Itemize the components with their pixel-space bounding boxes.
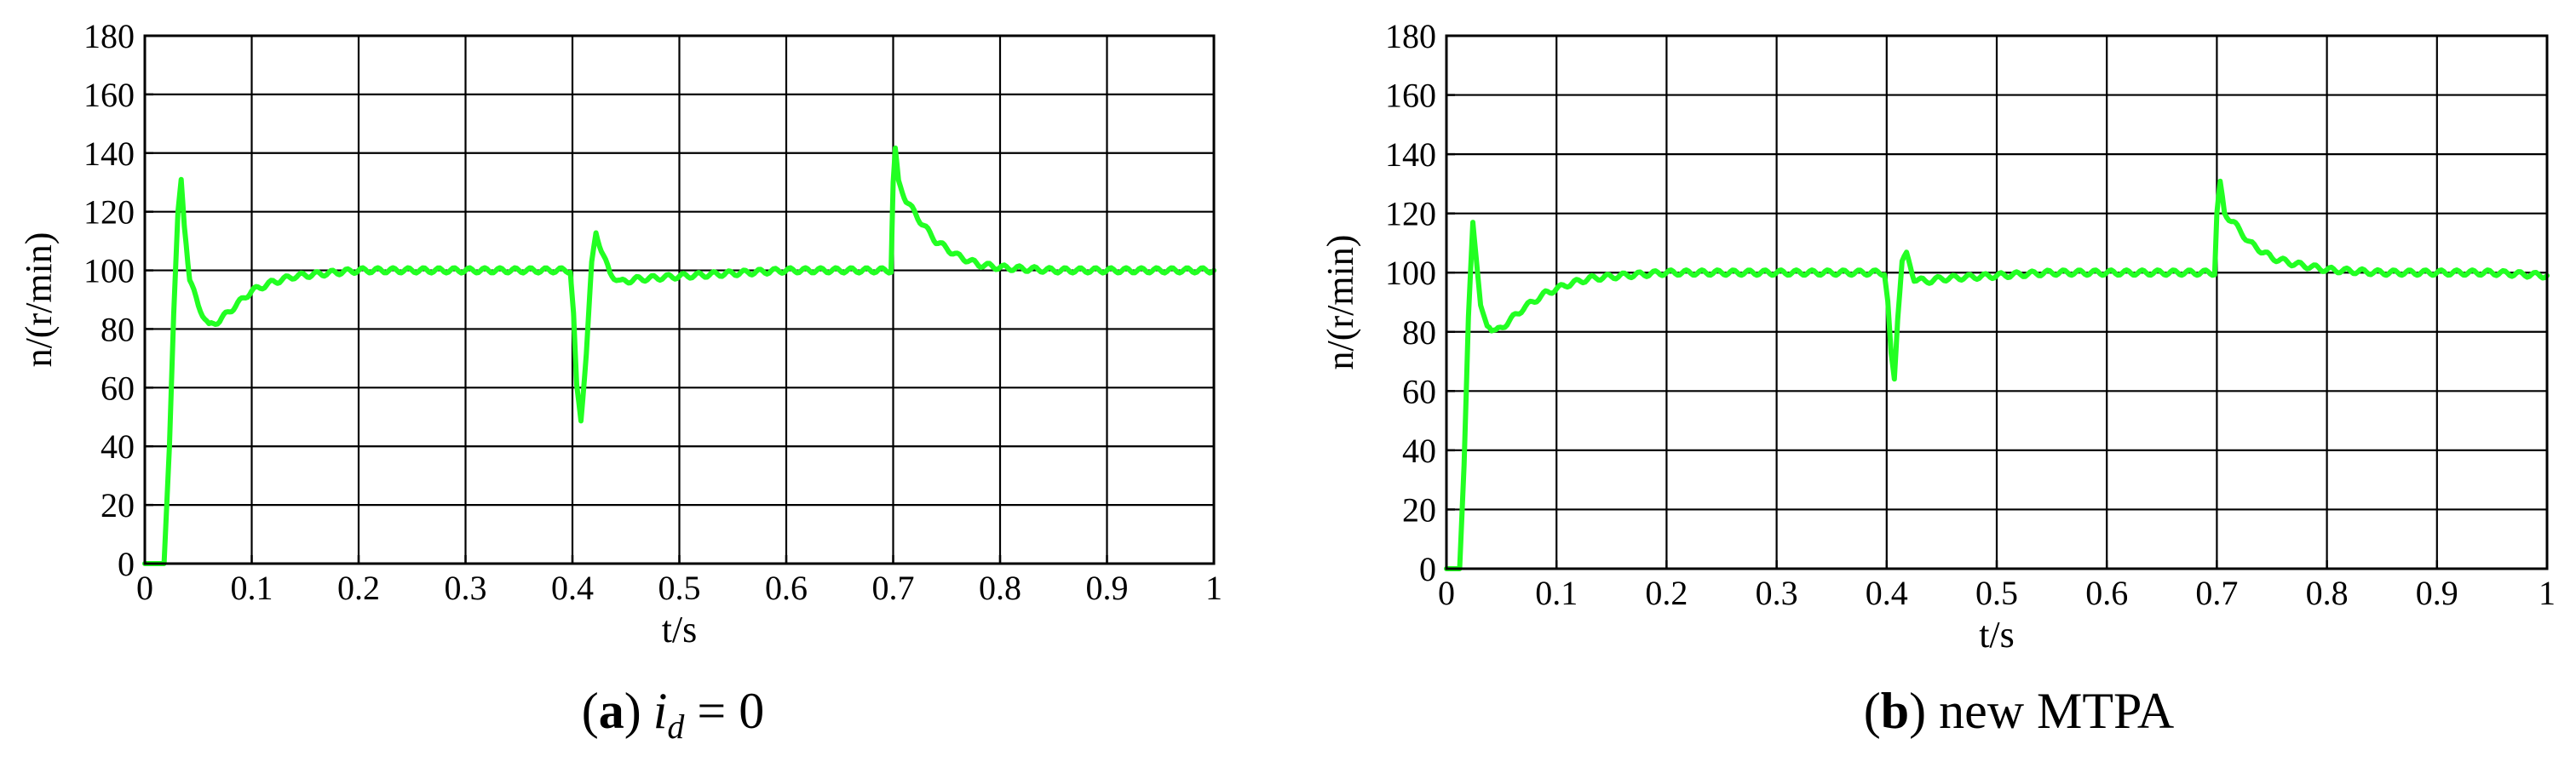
- x-tick-label: 0.6: [2085, 574, 2128, 612]
- speed-series-line: [1444, 178, 2550, 571]
- x-tick-label: 0.9: [1086, 569, 1129, 607]
- x-tick-label: 0.6: [765, 569, 808, 607]
- y-tick-label: 80: [1402, 313, 1436, 352]
- x-axis-label: t/s: [1979, 614, 2015, 656]
- x-tick-label: 0.9: [2416, 574, 2458, 612]
- x-tick-label: 0.1: [1535, 574, 1578, 612]
- caption-rest: new MTPA: [1926, 683, 2174, 739]
- y-axis-label: n/(r/min): [18, 232, 60, 368]
- chart-panel-a: 0 0.1 0.2 0.3 0.4 0.5 0.6 0.7 0.8 0.9 1 0 20 40 60 80 10…: [18, 17, 1222, 746]
- x-tick-label: 0.2: [1645, 574, 1688, 612]
- caption-subscript: d: [667, 707, 685, 746]
- x-tick-label: 0: [136, 569, 153, 607]
- x-tick-label: 0.8: [2306, 574, 2349, 612]
- x-tick-label: 0.3: [445, 569, 487, 607]
- caption-letter: a: [599, 683, 624, 739]
- caption-letter: b: [1881, 683, 1909, 739]
- x-tick-label: 0.5: [658, 569, 701, 607]
- y-tick-label: 40: [1402, 432, 1436, 470]
- y-tick-label: 0: [118, 545, 135, 583]
- y-tick-label: 120: [83, 193, 135, 232]
- x-tick-label: 0.3: [1756, 574, 1798, 612]
- speed-series-line: [142, 145, 1216, 566]
- x-axis-label: t/s: [662, 609, 698, 650]
- y-tick-label: 100: [1385, 254, 1436, 292]
- y-tick-label: 180: [83, 17, 135, 55]
- y-tick-label: 40: [101, 427, 135, 466]
- x-tick-label: 0.5: [1975, 574, 2018, 612]
- x-tick-label: 0.7: [872, 569, 915, 607]
- y-tick-label: 140: [83, 135, 135, 173]
- x-tick-label: 1: [2539, 574, 2556, 612]
- y-tick-label: 60: [1402, 372, 1436, 410]
- y-tick-label: 160: [1385, 77, 1436, 115]
- x-tick-label: 0.1: [231, 569, 273, 607]
- panel-caption: (a) id = 0: [582, 683, 764, 746]
- x-tick-label: 0.8: [979, 569, 1021, 607]
- x-tick-label: 0.4: [551, 569, 594, 607]
- chart-panel-b: 0 0.1 0.2 0.3 0.4 0.5 0.6 0.7 0.8 0.9 1 0 20 40 60 80 10…: [1320, 17, 2556, 739]
- x-tick-label: 0.7: [2195, 574, 2238, 612]
- x-tick-label: 0.4: [1866, 574, 1908, 612]
- y-tick-label: 120: [1385, 195, 1436, 233]
- y-tick-label: 180: [1385, 17, 1436, 55]
- y-tick-label: 0: [1419, 550, 1436, 588]
- y-tick-label: 20: [1402, 490, 1436, 529]
- x-tick-label: 0: [1438, 574, 1455, 612]
- y-tick-label: 20: [101, 486, 135, 524]
- y-axis-label: n/(r/min): [1320, 235, 1361, 370]
- y-tick-label: 80: [101, 310, 135, 348]
- panel-caption: (b) new MTPA: [1864, 683, 2175, 739]
- y-tick-label: 100: [83, 252, 135, 290]
- y-tick-label: 140: [1385, 135, 1436, 174]
- y-tick-label: 160: [83, 76, 135, 114]
- x-tick-label: 0.2: [337, 569, 380, 607]
- caption-rest: = 0: [684, 683, 764, 739]
- x-tick-label: 1: [1205, 569, 1222, 607]
- y-tick-label: 60: [101, 369, 135, 407]
- caption-symbol: i: [653, 683, 668, 739]
